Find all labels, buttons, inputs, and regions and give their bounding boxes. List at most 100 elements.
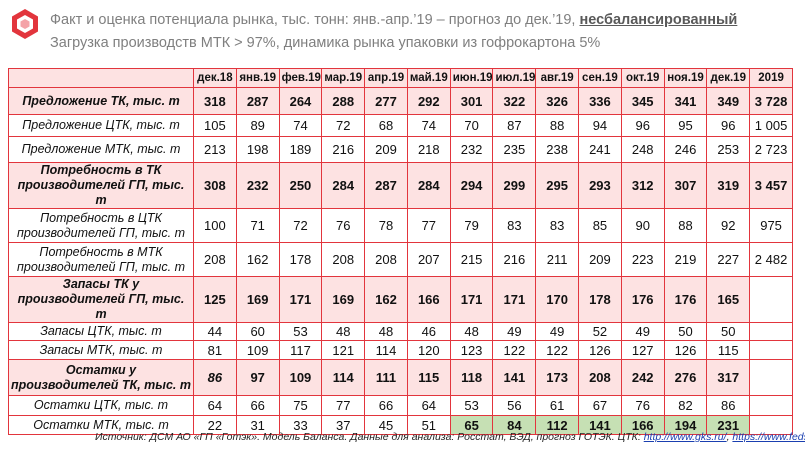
cell: 76	[321, 208, 366, 243]
row: Потребность в МТК производителей ГП, тыс…	[8, 242, 793, 277]
cell: 173	[535, 359, 580, 396]
row: Потребность в ЦТК производителей ГП, тыс…	[8, 208, 793, 243]
cell: 52	[578, 322, 622, 341]
cell: 109	[278, 359, 323, 396]
cell: 227	[706, 242, 751, 277]
cell: 194	[663, 415, 708, 435]
link[interactable]: https://www.fedstat.ru/	[732, 431, 805, 443]
cell: 294	[449, 162, 494, 209]
row: Потребность в ТК производителей ГП, тыс.…	[8, 162, 793, 209]
cell: 216	[321, 136, 366, 163]
cell: 49	[535, 322, 580, 341]
cell: 114	[364, 340, 408, 360]
total-cell: 2 482	[749, 242, 793, 277]
cell: 126	[578, 340, 622, 360]
cell: 176	[663, 276, 708, 323]
cell: 170	[535, 276, 580, 323]
empty-cell	[749, 415, 793, 435]
cell: 232	[235, 162, 280, 209]
cell: 215	[449, 242, 494, 277]
cell: 122	[492, 340, 537, 360]
cell: 166	[620, 415, 665, 435]
column-header: фев.19	[278, 68, 323, 88]
cell: 141	[492, 359, 537, 396]
source: Источник: ДСМ АО «ГП «Готэк». Модель Бал…	[95, 431, 641, 443]
total-cell: 1 005	[749, 114, 793, 137]
cell: 31	[235, 415, 280, 435]
cell: 111	[364, 359, 408, 396]
row: Предложение ТК, тыс. т 318 287 264 288 277 292…	[8, 87, 793, 115]
cell: 322	[492, 87, 537, 115]
title-highlight: несбалансированный	[579, 12, 738, 28]
link[interactable]: http://www.gks.ru/	[643, 431, 727, 443]
cell: 48	[321, 322, 366, 341]
total-cell: 3 457	[749, 162, 793, 209]
row-label: Запасы ТК у производителей ГП, тыс. т	[8, 276, 194, 323]
cell: 176	[620, 276, 665, 323]
cell: 246	[663, 136, 708, 163]
title-text: Факт и оценка потенциала рынка, тыс. тон…	[50, 12, 576, 28]
column-header: июн.19	[449, 68, 494, 88]
cell: 219	[663, 242, 708, 277]
cell: 127	[620, 340, 665, 360]
cell: 72	[278, 208, 323, 243]
row: Запасы ЦТК, тыс. т 44 60 53 48 48 46 48 49 49 52 49…	[8, 322, 793, 341]
cell: 171	[278, 276, 323, 323]
row: Остатки МТК, тыс. т 22 31 33 37 45 51 65 84 112 14…	[8, 415, 793, 435]
row: Запасы ТК у производителей ГП, тыс. т 125…	[8, 276, 793, 323]
column-header: май.19	[406, 68, 451, 88]
cell: 231	[706, 415, 751, 435]
cell: 64	[406, 395, 451, 416]
cell: 232	[449, 136, 494, 163]
total-cell: 975	[749, 208, 793, 243]
row: Предложение ЦТК, тыс. т 105 89 74 72 68 74 70 87…	[8, 114, 793, 137]
cell: 276	[663, 359, 708, 396]
cell: 68	[364, 114, 408, 137]
cell: 79	[449, 208, 494, 243]
logo	[12, 9, 38, 39]
cell: 213	[193, 136, 237, 163]
cell: 76	[620, 395, 665, 416]
footer: Источник: ДСМ АО «ГП «Готэк». Модель Бал…	[95, 431, 805, 443]
cell: 112	[535, 415, 580, 435]
cell: 96	[620, 114, 665, 137]
cell: 141	[578, 415, 622, 435]
cell: 169	[235, 276, 280, 323]
cell: 56	[492, 395, 537, 416]
column-header: 2019	[749, 68, 793, 88]
cell: 295	[535, 162, 580, 209]
cell: 277	[364, 87, 408, 115]
cell: 85	[578, 208, 622, 243]
cell: 318	[193, 87, 237, 115]
cell: 88	[535, 114, 580, 137]
cell: 74	[406, 114, 451, 137]
column-header: окт.19	[620, 68, 665, 88]
cell: 162	[364, 276, 408, 323]
row-label: Предложение ЦТК, тыс. т	[8, 114, 194, 137]
row-label: Предложение ТК, тыс. т	[8, 87, 194, 115]
row: Остатки ЦТК, тыс. т 64 66 75 77 66 64 53 56 61 67 7…	[8, 395, 793, 416]
cell: 326	[535, 87, 580, 115]
cell: 250	[278, 162, 323, 209]
cell: 209	[364, 136, 408, 163]
cell: 97	[235, 359, 280, 396]
row: Остатки у производителей ТК, тыс. т 86 97 1…	[8, 359, 793, 396]
cell: 165	[706, 276, 751, 323]
corner-cell	[8, 68, 194, 88]
cell: 83	[492, 208, 537, 243]
subtitle: Загрузка производств МТК > 97%, динамика…	[50, 35, 601, 51]
cell: 216	[492, 242, 537, 277]
cell: 292	[406, 87, 451, 115]
cell: 70	[449, 114, 494, 137]
cell: 86	[193, 359, 237, 396]
column-header: янв.19	[235, 68, 280, 88]
cell: 299	[492, 162, 537, 209]
column-header: сен.19	[578, 68, 622, 88]
column-header: ноя.19	[663, 68, 708, 88]
cell: 71	[235, 208, 280, 243]
cell: 61	[535, 395, 580, 416]
empty-cell	[749, 322, 793, 341]
cell: 96	[706, 114, 751, 137]
row-label: Остатки ЦТК, тыс. т	[8, 395, 194, 416]
